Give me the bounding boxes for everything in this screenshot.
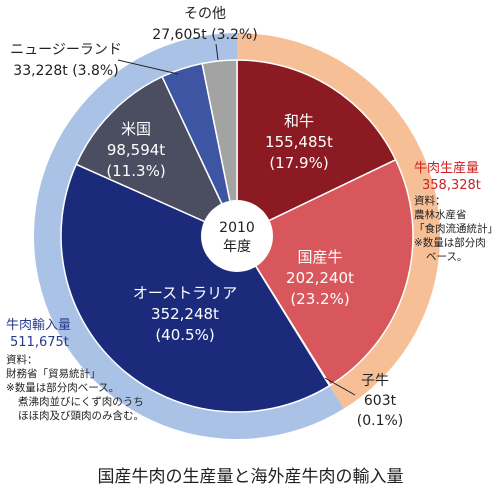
center-hole: [201, 200, 273, 272]
slice-label-name: その他: [184, 6, 226, 22]
slice-label-value: 202,240t: [286, 269, 354, 287]
production-note-value: 358,328t: [422, 178, 481, 193]
import-note-line: 資料：: [6, 354, 38, 366]
import-note-value: 511,675t: [10, 335, 69, 350]
production-note-title: 牛肉生産量: [414, 161, 480, 176]
import-note: 牛肉輸入量 511,675t 資料： 財務省「貿易統計」 ※数量は部分肉ベース。…: [6, 317, 144, 423]
production-note-line: ※数量は部分肉: [414, 237, 486, 249]
slice-label-percent: (11.3%): [106, 162, 165, 180]
slice-label-value: 33,228t (3.8%): [13, 63, 118, 79]
production-note-line: 「食肉流通統計」: [414, 223, 498, 235]
slice-usa: [75, 75, 239, 238]
import-note-line: ほほ肉及び頭肉のみ含む。: [18, 410, 144, 422]
slice-label-value: 352,248t: [151, 305, 219, 323]
leader-line: [117, 59, 179, 75]
slice-label-name: 米国: [121, 120, 151, 138]
import-note-line: 財務省「貿易統計」: [6, 368, 101, 380]
slice-label-name: 国産牛: [297, 248, 342, 266]
slice-label-percent: (0.1%): [357, 413, 404, 429]
import-note-title: 牛肉輸入量: [6, 318, 72, 333]
leader-line: [215, 43, 219, 61]
leader-line: [324, 377, 356, 396]
slice-label-percent: (40.5%): [155, 326, 214, 344]
slice-label-value: 155,485t: [265, 133, 333, 151]
slice-label-value: 27,605t (3.2%): [152, 27, 257, 43]
slice-label-value: 603t: [364, 393, 397, 409]
center-label-text: 年度: [223, 239, 251, 255]
center-label-year: 2010: [219, 220, 255, 236]
slice-label-value: 98,594t: [107, 141, 165, 159]
import-note-line: ※数量は部分肉ベース。: [6, 382, 120, 394]
slice-australia: [60, 163, 331, 413]
production-note: 牛肉生産量 358,328t 資料： 農林水産省 「食肉流通統計」 ※数量は部分…: [414, 160, 498, 264]
slice-wagyu: [236, 59, 397, 238]
slice-other: [201, 59, 238, 237]
slice-label-name: ニュージーランド: [10, 42, 122, 58]
slice-label-name: オーストラリア: [133, 284, 237, 302]
slice-label-name: 子牛: [361, 373, 389, 389]
slice-label-percent: (17.9%): [269, 154, 328, 172]
production-note-line: ベース。: [426, 251, 468, 263]
slice-label-percent: (23.2%): [290, 290, 349, 308]
production-note-line: 農林水産省: [414, 209, 467, 221]
chart-caption: 国産牛肉の生産量と海外産牛肉の輸入量: [97, 467, 404, 487]
production-note-line: 資料：: [414, 195, 446, 207]
import-note-line: 煮沸肉並びにくず肉のうち: [18, 396, 144, 408]
slice-kokusangyu: [235, 158, 414, 387]
slice-label-name: 和牛: [284, 112, 314, 130]
